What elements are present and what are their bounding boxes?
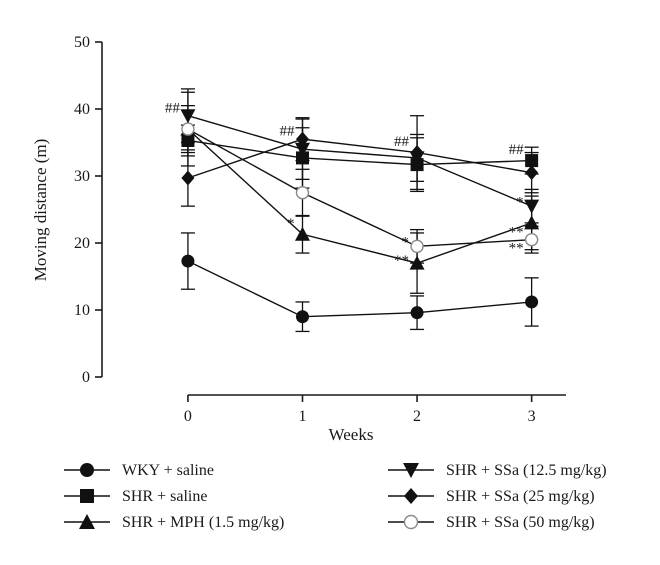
- y-tick-label: 50: [74, 34, 90, 51]
- significance-label: ##: [279, 123, 295, 139]
- series-line: [187, 115, 532, 207]
- series-0: [180, 232, 539, 333]
- x-tick-label: 1: [298, 408, 306, 425]
- marker-open-circle: [295, 186, 310, 200]
- legend-label: WKY + saline: [122, 462, 214, 479]
- marker-diamond: [410, 145, 424, 161]
- marker-triangle-up: [79, 514, 95, 529]
- legend: WKY + saline SHR + saline SHR + MPH (1.5 m…: [64, 462, 607, 531]
- annotations: ########*********: [165, 101, 524, 269]
- significance-label: ##: [509, 142, 525, 158]
- y-tick-label: 30: [74, 168, 90, 185]
- series-line: [187, 260, 532, 318]
- significance-label: **: [509, 225, 524, 241]
- marker-open-circle: [524, 232, 539, 247]
- legend-label: SHR + SSa (12.5 mg/kg): [446, 462, 607, 479]
- series-2: [180, 91, 540, 294]
- series-layer: [180, 88, 540, 333]
- marker-diamond: [525, 165, 539, 181]
- marker-triangle-down: [524, 199, 540, 214]
- significance-label: *: [287, 216, 295, 232]
- axes: 0 10 20 30 40 50 0 1 2 3: [74, 34, 566, 425]
- series-3: [180, 88, 540, 224]
- legend-entry: SHR + SSa (25 mg/kg): [388, 488, 595, 505]
- significance-label: ##: [394, 134, 410, 150]
- y-tick-label: 20: [74, 235, 90, 252]
- y-axis-title: Moving distance (m): [31, 139, 50, 282]
- marker-open-circle: [410, 239, 424, 254]
- significance-label: *: [402, 235, 410, 251]
- marker-circle: [295, 310, 309, 324]
- marker-open-circle: [181, 122, 195, 136]
- legend-entry: SHR + SSa (12.5 mg/kg): [388, 462, 607, 479]
- legend-entry: WKY + saline: [64, 462, 214, 479]
- significance-label: *: [516, 194, 524, 210]
- significance-label: ##: [165, 101, 181, 117]
- series-line: [187, 128, 532, 248]
- significance-label: **: [509, 241, 524, 257]
- marker-triangle-up: [294, 226, 310, 241]
- legend-label: SHR + saline: [122, 488, 207, 505]
- marker-triangle-down: [403, 463, 419, 478]
- marker-diamond: [295, 131, 309, 147]
- series-1: [180, 124, 539, 193]
- marker-diamond: [181, 170, 195, 186]
- marker-circle: [525, 295, 539, 309]
- x-axis-title: Weeks: [329, 425, 374, 444]
- series-line: [187, 138, 532, 179]
- x-tick-label: 2: [413, 408, 421, 425]
- legend-label: SHR + SSa (50 mg/kg): [446, 514, 595, 531]
- y-tick-label: 10: [74, 302, 90, 319]
- marker-circle: [181, 254, 195, 268]
- significance-label: **: [394, 253, 409, 269]
- legend-entry: SHR + saline: [64, 488, 207, 505]
- legend-entry: SHR + MPH (1.5 mg/kg): [64, 514, 284, 531]
- y-tick-label: 0: [82, 369, 90, 386]
- x-tick-label: 3: [528, 408, 536, 425]
- marker-open-circle: [403, 514, 419, 530]
- series-5: [180, 105, 539, 264]
- series-4: [180, 115, 539, 207]
- y-tick-label: 40: [74, 101, 90, 118]
- marker-diamond: [404, 488, 418, 504]
- x-tick-label: 0: [184, 408, 192, 425]
- legend-label: SHR + SSa (25 mg/kg): [446, 488, 595, 505]
- marker-circle: [80, 463, 94, 477]
- legend-entry: SHR + SSa (50 mg/kg): [388, 514, 595, 531]
- marker-circle: [410, 306, 424, 320]
- marker-square: [80, 489, 94, 503]
- legend-label: SHR + MPH (1.5 mg/kg): [122, 514, 284, 531]
